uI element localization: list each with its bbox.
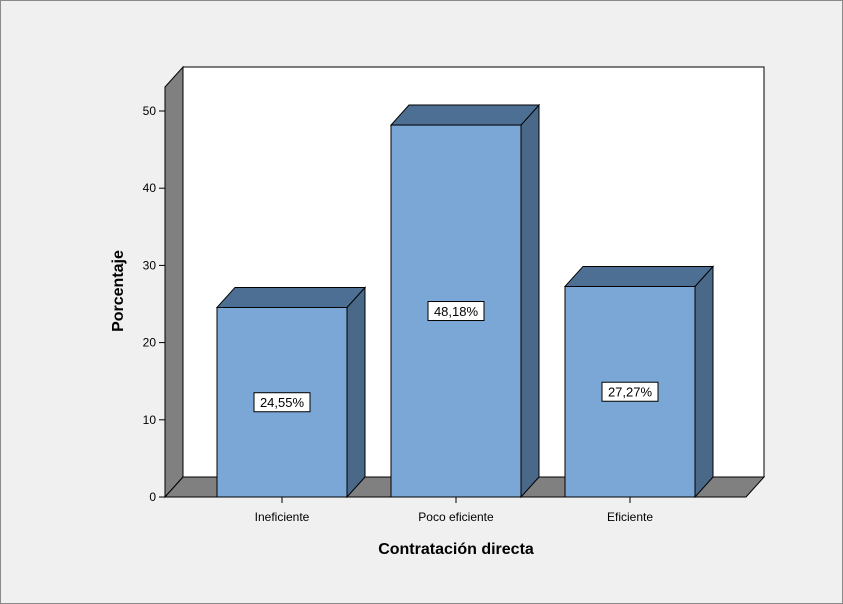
data-label: 27,27% xyxy=(608,385,653,400)
bars: 24,55% 48,18% 27,27% xyxy=(215,103,715,499)
y-tick-label: 20 xyxy=(143,336,157,350)
y-tick-label: 10 xyxy=(143,413,157,427)
y-tick-label: 50 xyxy=(143,104,157,118)
data-label-box xyxy=(253,392,311,413)
y-tick-label: 30 xyxy=(143,258,157,272)
y-axis: 0 10 20 30 40 50 xyxy=(143,87,166,504)
bar-side xyxy=(346,286,366,499)
y-tick-label: 40 xyxy=(143,181,157,195)
y-tick-label: 0 xyxy=(149,490,156,504)
x-tick-label: Ineficiente xyxy=(255,510,310,524)
x-axis: Ineficiente Poco eficiente Eficiente xyxy=(165,496,746,524)
data-label-box xyxy=(427,301,485,322)
y-axis-title: Porcentaje xyxy=(110,250,127,332)
bar-top xyxy=(563,265,715,287)
bar-eficiente: 27,27% xyxy=(563,265,715,499)
bar-side xyxy=(694,265,714,499)
bar-top xyxy=(215,286,367,308)
data-label-box xyxy=(601,381,659,402)
bar-ineficiente: 24,55% xyxy=(215,286,367,499)
bar-top xyxy=(389,104,541,126)
data-label: 48,18% xyxy=(434,304,479,319)
x-tick-label: Eficiente xyxy=(607,510,653,524)
left-wall xyxy=(164,65,184,499)
x-axis-title: Contratación directa xyxy=(378,541,534,558)
x-tick-label: Poco eficiente xyxy=(418,510,494,524)
bar-side xyxy=(520,103,540,499)
bar-poco-eficiente: 48,18% xyxy=(389,103,541,499)
data-label: 24,55% xyxy=(260,395,305,410)
